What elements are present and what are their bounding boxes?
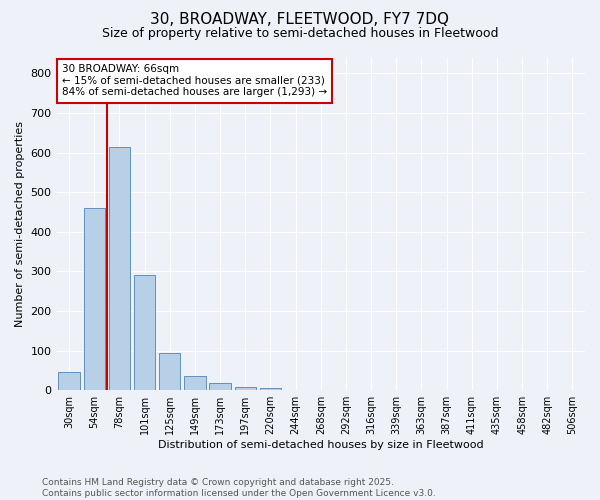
Text: 30, BROADWAY, FLEETWOOD, FY7 7DQ: 30, BROADWAY, FLEETWOOD, FY7 7DQ <box>151 12 449 28</box>
Y-axis label: Number of semi-detached properties: Number of semi-detached properties <box>15 121 25 327</box>
Bar <box>184 376 206 390</box>
Bar <box>109 146 130 390</box>
Bar <box>134 276 155 390</box>
Bar <box>235 387 256 390</box>
Bar <box>58 372 80 390</box>
X-axis label: Distribution of semi-detached houses by size in Fleetwood: Distribution of semi-detached houses by … <box>158 440 484 450</box>
Bar <box>159 354 181 390</box>
Bar <box>83 208 105 390</box>
Text: 30 BROADWAY: 66sqm
← 15% of semi-detached houses are smaller (233)
84% of semi-d: 30 BROADWAY: 66sqm ← 15% of semi-detache… <box>62 64 327 98</box>
Bar <box>260 388 281 390</box>
Bar <box>209 384 231 390</box>
Text: Contains HM Land Registry data © Crown copyright and database right 2025.
Contai: Contains HM Land Registry data © Crown c… <box>42 478 436 498</box>
Text: Size of property relative to semi-detached houses in Fleetwood: Size of property relative to semi-detach… <box>102 28 498 40</box>
